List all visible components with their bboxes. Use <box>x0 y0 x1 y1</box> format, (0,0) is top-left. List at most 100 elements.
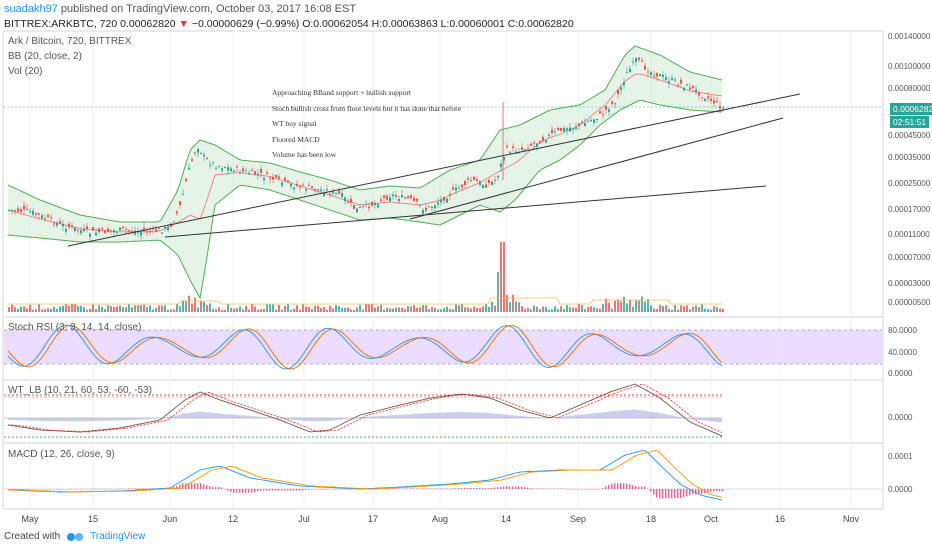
bb-legend[interactable]: BB (20, close, 2) <box>8 51 82 62</box>
macd-hist-bar <box>689 489 691 496</box>
volume-bar <box>347 307 349 312</box>
macd-hist-bar <box>224 489 226 490</box>
macd-hist-bar <box>50 489 52 490</box>
footer: Created with TradingView <box>4 531 145 542</box>
macd-hist-bar <box>680 489 682 499</box>
volume-bar <box>305 306 307 312</box>
macd-hist-bar <box>701 489 703 495</box>
volume-bar <box>605 298 607 312</box>
macd-hist-bar <box>284 489 286 491</box>
candle-body <box>263 178 265 181</box>
macd-hist-bar <box>488 488 490 489</box>
volume-bar <box>380 304 382 312</box>
macd-hist-bar <box>674 489 676 499</box>
author-link[interactable]: suadakh97 <box>4 3 58 15</box>
macd-hist-bar <box>128 488 130 490</box>
volume-bar <box>281 309 283 312</box>
volume-bar <box>23 306 25 312</box>
candle-body <box>452 187 454 190</box>
macd-hist-bar <box>200 483 202 489</box>
volume-bar <box>521 306 523 312</box>
macd-hist-bar <box>326 489 328 490</box>
candle-body <box>29 211 31 213</box>
candle-body <box>632 61 634 63</box>
volume-legend[interactable]: Vol (20) <box>8 66 43 77</box>
x-label: Nov <box>842 514 860 524</box>
candle-body <box>164 226 166 229</box>
volume-bar <box>638 300 640 312</box>
volume-bar <box>128 304 130 312</box>
annotation-stoch[interactable]: Stoch bullish cross from floor levels bu… <box>272 104 461 113</box>
candle-body <box>155 229 157 232</box>
candle-body <box>356 208 358 213</box>
candle-body <box>23 205 25 210</box>
trendline-upper[interactable] <box>67 93 801 247</box>
annotation-bband[interactable]: Approaching BBand support + bullish supp… <box>272 88 412 97</box>
volume-bar <box>197 307 199 312</box>
candle-body <box>482 184 484 188</box>
trendline-lower[interactable] <box>164 185 767 238</box>
annotation-wt[interactable]: WT buy signal <box>272 119 317 128</box>
y-label: 0.00007000 <box>888 253 931 262</box>
volume-bar <box>515 301 517 312</box>
macd-hist-bar <box>116 488 118 490</box>
macd-hist-bar <box>662 489 664 499</box>
candle-body <box>308 185 310 187</box>
macd-legend[interactable]: MACD (12, 26, close, 9) <box>8 449 115 460</box>
annotation-volume[interactable]: Volume has been low <box>272 150 337 159</box>
stoch-legend[interactable]: Stoch RSI (3, 3, 14, 14, close) <box>8 322 142 333</box>
annotation-macd[interactable]: Floored MACD <box>272 135 320 144</box>
macd-hist-bar <box>590 489 592 490</box>
volume-bar <box>656 309 658 312</box>
macd-hist-bar <box>20 489 22 490</box>
volume-bar <box>464 307 466 312</box>
macd-hist-bar <box>476 488 478 489</box>
candle-body <box>524 149 526 151</box>
candle-body <box>590 119 592 122</box>
macd-hist-bar <box>521 486 523 489</box>
x-label: 16 <box>774 514 786 524</box>
volume-bar <box>245 305 247 312</box>
volume-bar <box>506 294 508 312</box>
macd-hist-bar <box>131 488 133 489</box>
candle-body <box>242 168 244 172</box>
candle-body <box>32 210 34 215</box>
volume-bar <box>620 301 622 312</box>
candle-body <box>566 128 568 131</box>
volume-bar <box>260 309 262 312</box>
candle-body <box>503 157 505 161</box>
volume-bar <box>377 306 379 312</box>
macd-hist-bar <box>716 489 718 492</box>
trendline-middle[interactable] <box>409 117 784 220</box>
macd-hist-bar <box>140 488 142 489</box>
volume-bar <box>317 305 319 312</box>
macd-hist-bar <box>560 488 562 490</box>
volume-bar <box>431 307 433 312</box>
volume-bar <box>578 304 580 312</box>
macd-hist-bar <box>125 488 127 490</box>
macd-hist-bar <box>422 488 424 489</box>
macd-hist-bar <box>86 488 88 490</box>
volume-bar <box>419 307 421 312</box>
candle-body <box>215 167 217 169</box>
candle-body <box>251 170 253 172</box>
macd-hist-bar <box>401 488 403 490</box>
wt-legend[interactable]: WT_LB (10, 21, 60, 53, -60, -53) <box>8 385 152 396</box>
volume-bar <box>677 309 679 312</box>
candle-body <box>314 188 316 191</box>
volume-bar <box>329 305 331 312</box>
macd-hist-bar <box>443 488 445 489</box>
candle-body <box>188 167 190 170</box>
volume-bar <box>152 309 154 312</box>
candle-body <box>74 227 76 231</box>
candle-body <box>545 140 547 143</box>
macd-hist-bar <box>254 489 256 493</box>
main-pane-title[interactable]: Ark / Bitcoin, 720, BITTREX <box>8 36 132 47</box>
volume-bar <box>110 306 112 312</box>
macd-hist-bar <box>242 489 244 493</box>
tradingview-link[interactable]: TradingView <box>90 531 146 542</box>
macd-hist-bar <box>89 488 91 490</box>
volume-bar <box>77 305 79 312</box>
candle-body <box>212 162 214 164</box>
